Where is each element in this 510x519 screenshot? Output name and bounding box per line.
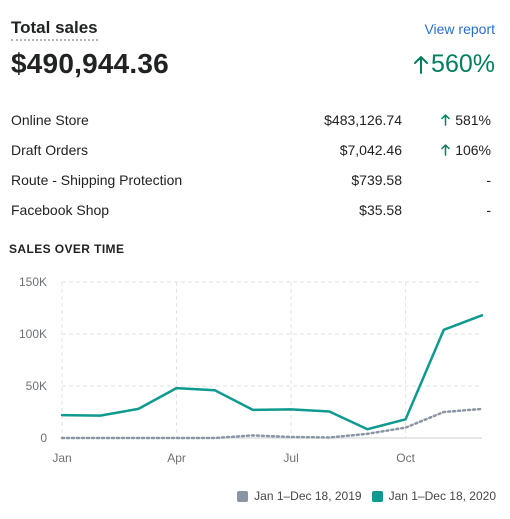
y-tick-label: 50K — [26, 379, 47, 393]
x-tick-label: Oct — [396, 451, 415, 465]
channel-amount: $483,126.74 — [324, 112, 402, 128]
breakdown-row: Route - Shipping Protection $739.58 - — [11, 165, 495, 195]
channel-amount: $7,042.46 — [339, 142, 402, 158]
section-title: SALES OVER TIME — [9, 242, 125, 256]
arrow-up-icon — [441, 144, 450, 156]
total-sales-change: 560% — [413, 50, 495, 79]
channel-name: Draft Orders — [11, 142, 89, 158]
x-tick-label: Jul — [283, 451, 298, 465]
total-change-value: 560% — [431, 50, 495, 78]
view-report-link[interactable]: View report — [424, 21, 495, 37]
series-line-2020[interactable] — [60, 314, 484, 431]
channel-change: - — [486, 165, 491, 195]
legend-item-current[interactable]: Jan 1–Dec 18, 2020 — [371, 489, 496, 503]
card-title[interactable]: Total sales — [11, 18, 98, 41]
channel-change-value: 581% — [455, 112, 491, 128]
channel-name: Facebook Shop — [11, 202, 110, 218]
legend-item-previous[interactable]: Jan 1–Dec 18, 2019 — [237, 489, 362, 503]
total-sales-row: $490,944.36 560% — [11, 46, 495, 86]
total-sales-value: $490,944.36 — [11, 48, 169, 79]
chart-series — [60, 314, 484, 440]
chart-grid — [61, 281, 482, 439]
breakdown-row: Facebook Shop $35.58 - — [11, 195, 495, 225]
channel-name: Route - Shipping Protection — [11, 172, 183, 188]
y-tick-label: 100K — [19, 327, 47, 341]
card-header: Total sales View report — [11, 16, 495, 42]
legend-swatch-current — [371, 490, 383, 502]
y-tick-label: 150K — [19, 275, 47, 289]
legend-swatch-previous — [237, 490, 249, 502]
x-tick-label: Jan — [52, 451, 71, 465]
channel-name: Online Store — [11, 112, 89, 128]
breakdown-row: Online Store $483,126.74 581% — [11, 105, 495, 135]
arrow-up-icon — [414, 55, 429, 74]
channel-amount: $739.58 — [351, 172, 402, 188]
legend-label-current: Jan 1–Dec 18, 2020 — [388, 489, 496, 503]
chart-legend: Jan 1–Dec 18, 2019 Jan 1–Dec 18, 2020 — [227, 489, 496, 503]
sales-over-time-chart: 150K 100K 50K 0 Jan Apr Jul Oct — [19, 275, 484, 465]
y-tick-label: 0 — [40, 431, 47, 445]
chart-axes: 150K 100K 50K 0 Jan Apr Jul Oct — [19, 275, 416, 465]
channel-amount: $35.58 — [359, 202, 402, 218]
breakdown-row: Draft Orders $7,042.46 106% — [11, 135, 495, 165]
series-line-2019[interactable] — [60, 407, 484, 440]
x-tick-label: Apr — [167, 451, 186, 465]
channel-change: 106% — [441, 135, 491, 165]
channel-change: 581% — [441, 105, 491, 135]
channel-change: - — [486, 195, 491, 225]
sales-breakdown-list: Online Store $483,126.74 581% Draft Orde… — [11, 105, 495, 225]
channel-change-value: - — [486, 202, 491, 218]
legend-label-previous: Jan 1–Dec 18, 2019 — [254, 489, 362, 503]
arrow-up-icon — [441, 114, 450, 126]
channel-change-value: 106% — [455, 142, 491, 158]
channel-change-value: - — [486, 172, 491, 188]
